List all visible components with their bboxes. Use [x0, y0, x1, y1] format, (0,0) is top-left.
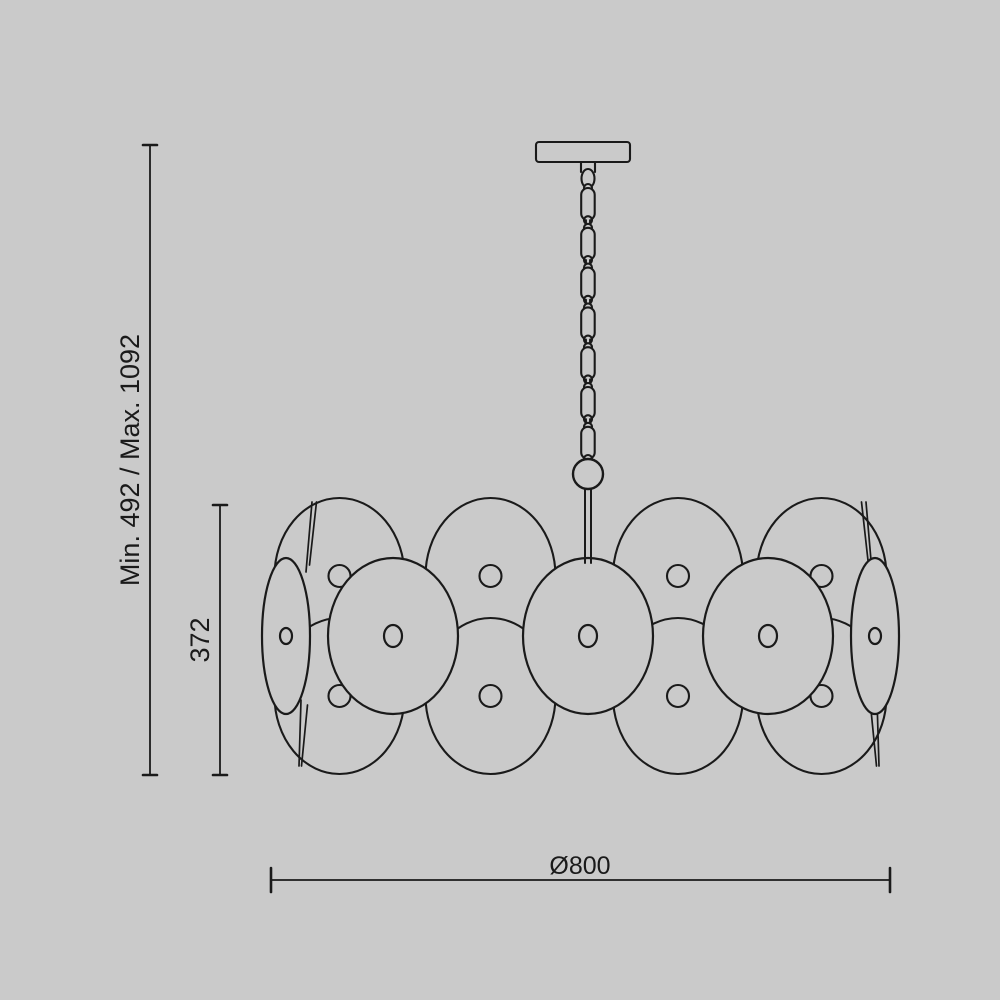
svg-text:Ø800: Ø800	[549, 852, 610, 880]
svg-text:Min. 492 / Max. 1092: Min. 492 / Max. 1092	[115, 334, 145, 586]
svg-text:372: 372	[185, 617, 215, 662]
